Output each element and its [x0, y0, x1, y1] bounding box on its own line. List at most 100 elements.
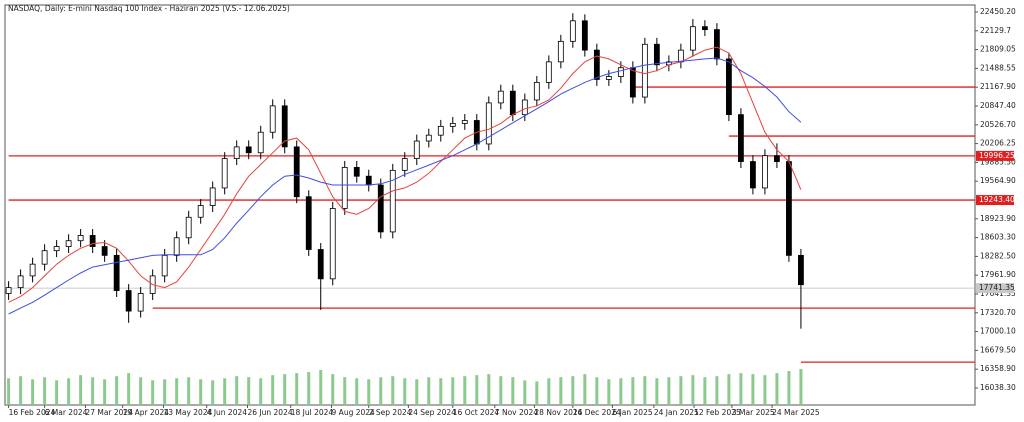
x-tick-label: 7 Nov 2024 — [495, 408, 538, 417]
y-tick-label: 21488.55 — [980, 63, 1016, 72]
candle-body — [774, 155, 780, 162]
candle-body — [233, 146, 240, 160]
volume-bar — [247, 377, 251, 405]
volume-bar — [175, 378, 179, 405]
last-price-tag — [976, 283, 1014, 294]
candle-body — [461, 120, 468, 124]
y-tick-label: 22129.7 — [980, 26, 1011, 35]
x-tick-label: 16 Feb 2024 — [9, 408, 56, 417]
candle-body — [521, 99, 528, 116]
candle-body — [89, 235, 96, 247]
volume-bar — [703, 377, 707, 405]
volume-bar — [571, 376, 575, 405]
volume-bar — [271, 375, 275, 405]
volume-bar — [583, 374, 587, 405]
y-tick-label: 18282.50 — [980, 251, 1016, 260]
y-tick-label: 17000.10 — [980, 327, 1016, 336]
candle-body — [629, 67, 636, 98]
candle-body — [798, 254, 804, 286]
x-tick-label: 6 Jan 2025 — [612, 408, 652, 417]
volume-bar — [667, 377, 671, 405]
volume-bar — [595, 377, 599, 405]
candle-body — [569, 20, 576, 42]
y-tick-label: 16358.90 — [980, 364, 1016, 373]
volume-bar — [283, 374, 287, 405]
candle-body — [617, 67, 624, 77]
volume-bar — [295, 373, 299, 405]
candle-body — [365, 175, 372, 186]
y-tick-label: 17641.35 — [980, 289, 1016, 298]
volume-bar — [115, 376, 119, 405]
x-tick-label: 19 Apr 2024 — [123, 408, 170, 417]
moving-average — [8, 46, 802, 303]
x-tick-label: 16 Oct 2024 — [453, 408, 500, 417]
candle-body — [281, 105, 288, 148]
candle-body — [329, 208, 336, 280]
candle-body — [725, 58, 732, 116]
volume-bar — [79, 375, 83, 405]
candle-body — [29, 263, 36, 277]
x-tick-label: 24 Mar 2025 — [772, 408, 820, 417]
level-label: 19996.25 — [979, 151, 1015, 160]
x-tick-label: 12 Feb 2025 — [694, 408, 741, 417]
candle-body — [497, 90, 504, 104]
volume-bar — [379, 377, 383, 405]
volume-bar — [163, 379, 167, 405]
volume-bar — [199, 379, 203, 405]
candle-body — [125, 290, 132, 312]
candle-body — [738, 114, 744, 162]
candle-body — [653, 43, 660, 66]
x-tick-label: 24 Sep 2024 — [408, 408, 456, 417]
volume-bar — [259, 378, 263, 405]
candle-body — [293, 146, 300, 198]
y-tick-label: 17320.70 — [980, 308, 1016, 317]
volume-bar — [511, 377, 515, 405]
volume-bar — [643, 376, 647, 405]
volume-bar — [463, 376, 467, 405]
volume-bar — [535, 381, 539, 405]
volume-bar — [619, 378, 623, 405]
candle-body — [545, 61, 552, 83]
candle-body — [593, 49, 600, 80]
candle-body — [689, 26, 696, 51]
x-tick-label: 9 Aug 2024 — [332, 408, 375, 417]
candle-body — [221, 158, 228, 189]
volume-bar — [55, 380, 59, 405]
volume-bar — [367, 379, 371, 405]
candle-body — [449, 123, 456, 127]
volume-bar — [343, 377, 347, 405]
candle-body — [173, 237, 180, 256]
candle-body — [65, 240, 72, 247]
volume-bar — [607, 379, 611, 405]
volume-bar — [103, 379, 107, 405]
volume-bar — [487, 374, 491, 405]
x-tick-label: 6 Mar 2024 — [45, 408, 88, 417]
volume-bar — [775, 373, 779, 405]
candle-body — [401, 158, 408, 171]
candle-body — [377, 184, 384, 233]
volume-bar — [715, 376, 719, 405]
candle-body — [257, 131, 264, 154]
candle-body — [425, 134, 432, 142]
candle-body — [389, 169, 396, 233]
volume-bar — [439, 378, 443, 405]
y-tick-label: 18603.30 — [980, 233, 1016, 242]
x-tick-label: 27 Mar 2024 — [85, 408, 133, 417]
candle-body — [437, 125, 444, 136]
volume-bar — [307, 372, 311, 405]
level-tag — [976, 150, 1014, 161]
volume-bar — [751, 374, 755, 405]
volume-bar — [391, 376, 395, 405]
y-tick-label: 20206.25 — [980, 139, 1016, 148]
volume-bar — [451, 377, 455, 405]
candle-body — [557, 40, 564, 63]
volume-bar — [415, 379, 419, 405]
volume-bar — [355, 378, 359, 405]
candle-body — [713, 29, 720, 60]
level-tag — [976, 195, 1014, 206]
candle-body — [485, 102, 492, 145]
volume-bar — [559, 377, 563, 405]
volume-bar — [631, 377, 635, 405]
